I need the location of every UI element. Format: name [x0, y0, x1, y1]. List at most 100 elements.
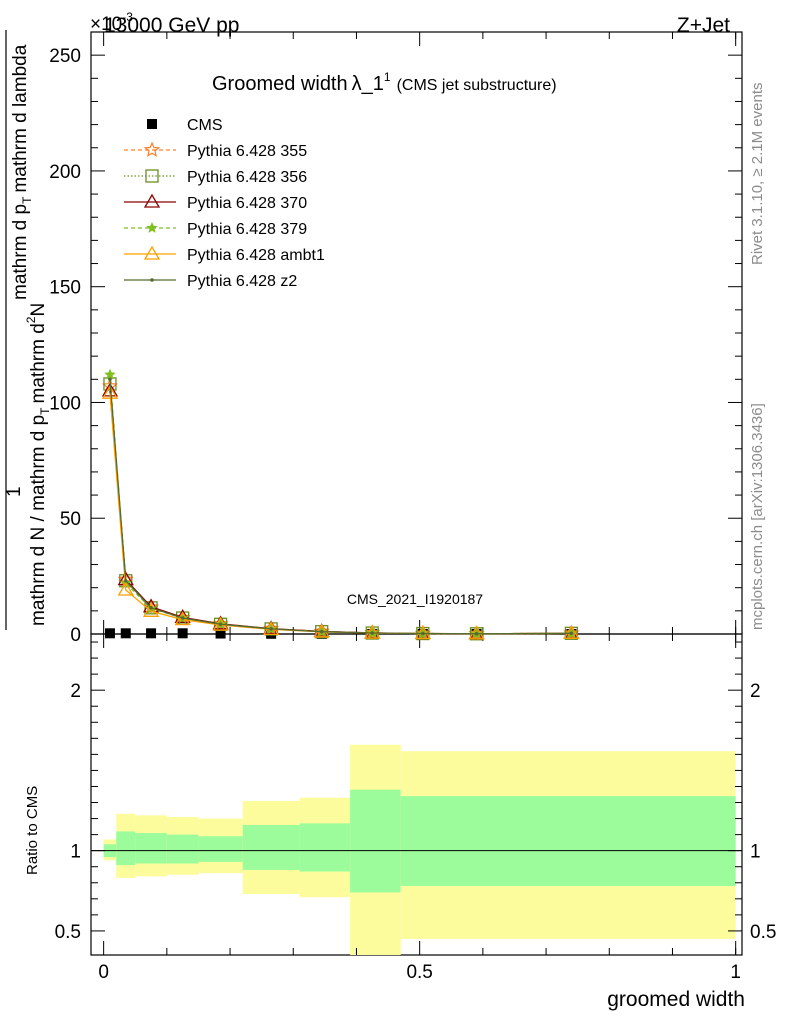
series-point [212, 615, 229, 631]
series-point [108, 377, 112, 382]
main-ytick-label: 200 [49, 162, 81, 183]
mcplots-label: mcplots.cern.ch [arXiv:1306.3436] [749, 403, 766, 630]
series-point [370, 631, 375, 635]
ylabel-den-sub: T [20, 196, 34, 204]
main-ytick-label: 0 [70, 625, 81, 646]
ylabel-top: mathrm d [28, 323, 49, 403]
legend-item: Pythia 6.428 ambt1 [124, 245, 325, 264]
legend-marker [150, 278, 154, 282]
series-4 [104, 368, 578, 639]
series-point [117, 581, 134, 596]
series-point [123, 578, 128, 583]
series-point [104, 368, 116, 380]
series-point [563, 624, 580, 641]
main-axes: 0 50 100 150 200 250 [49, 46, 742, 646]
legend-item: Pythia 6.428 356 [124, 169, 307, 186]
ylabel-den: mathrm d p [10, 204, 31, 300]
rivet-label: Rivet 3.1.10, ≥ 2.1M events [749, 83, 766, 266]
main-ytick-label: 250 [49, 46, 81, 67]
main-ylabel: 1 mathrm d N / mathrm d pTmathrm d2N mat… [4, 30, 52, 630]
series-point [414, 625, 431, 640]
ylabel-mid-sub: T [38, 407, 52, 415]
legend-label: Pythia 6.428 355 [187, 143, 307, 160]
ylabel-den-tail: mathrm d lambda [10, 44, 31, 192]
ratio-ytick-label-right: 1 [750, 842, 761, 863]
ylabel-denominator: mathrm d pTmathrm d lambda [10, 44, 34, 300]
title-lambda: λ_1 [352, 73, 384, 95]
series-point [414, 624, 432, 641]
series-point [144, 601, 158, 615]
legend-label: CMS [187, 117, 223, 134]
ratio-band-inner [116, 831, 136, 866]
series-5 [101, 384, 580, 640]
series-2 [103, 377, 578, 641]
main-ytick-label: 150 [49, 278, 81, 299]
series-point [313, 622, 330, 639]
xtick-label: 0.5 [406, 962, 432, 983]
title-sup: 1 [384, 70, 391, 84]
legend-item: Pythia 6.428 370 [124, 193, 307, 212]
ratio-band-inner [299, 823, 351, 872]
series-line [109, 383, 572, 635]
series-point [474, 631, 479, 636]
series-line [109, 374, 572, 635]
exponent-label: ×10-3 [90, 10, 133, 35]
series-point [146, 628, 157, 639]
legend-marker [143, 141, 161, 157]
series-point [468, 625, 485, 641]
title-text: Groomed width [212, 73, 348, 95]
main-ytick-label: 100 [49, 393, 81, 414]
plot-title: Groomed width λ_11 (CMS jet substructure) [212, 70, 557, 95]
series-point [269, 627, 273, 631]
series-point [364, 624, 381, 640]
series-line [109, 386, 572, 635]
ratio-axes: 0.5 0.5 1 1 2 2 0 0.5 1 [55, 32, 776, 983]
series-6 [108, 377, 574, 636]
series-point [177, 628, 188, 639]
ratio-ytick-label-right: 2 [750, 681, 761, 702]
ratio-bands [91, 744, 742, 955]
series-point [263, 620, 280, 636]
series-point [319, 629, 324, 634]
process-label: Z+Jet [677, 14, 730, 37]
ratio-band-inner [400, 796, 736, 886]
ratio-band-inner [242, 824, 300, 870]
ylabel-top-tail: N [28, 303, 49, 317]
legend-label: Pythia 6.428 370 [187, 195, 307, 212]
series-point [142, 603, 160, 617]
legend-marker [143, 193, 161, 208]
legend-marker [147, 119, 157, 129]
energy-label: 13000 GeV pp [104, 14, 239, 37]
series-1 [101, 377, 580, 641]
series-point [563, 625, 580, 639]
series-point [364, 624, 381, 639]
series-line [109, 390, 572, 635]
legend: CMS Pythia 6.428 355 Pythia 6.428 356 Pythi… [124, 117, 325, 290]
ratio-ytick-label-right: 0.5 [750, 922, 776, 943]
title-subtitle: (CMS jet substructure) [397, 77, 557, 94]
series-line [109, 379, 572, 635]
ratio-ytick-label: 1 [70, 842, 81, 863]
ratio-band-inner [135, 833, 167, 864]
series-point [421, 631, 425, 636]
series-point [101, 384, 119, 399]
series-point [468, 625, 485, 640]
main-series [101, 368, 580, 641]
ylabel-mid: mathrm d N / mathrm d p [28, 415, 49, 626]
legend-item: Pythia 6.428 379 [124, 221, 307, 238]
ratio-band-inner [198, 836, 243, 862]
ratio-band-inner [166, 834, 199, 864]
legend-marker [145, 169, 159, 183]
xlabel: groomed width [607, 988, 745, 1011]
exponent-sup: -3 [122, 10, 133, 24]
series-3 [101, 382, 580, 640]
legend-item: Pythia 6.428 z2 [124, 273, 297, 290]
series-point [180, 616, 185, 620]
ratio-ytick-label: 0.5 [55, 922, 81, 943]
legend-marker [146, 221, 158, 233]
xtick-label: 1 [730, 962, 741, 983]
series-point [120, 628, 131, 639]
series-point [215, 628, 226, 639]
legend-label: Pythia 6.428 356 [187, 169, 307, 186]
